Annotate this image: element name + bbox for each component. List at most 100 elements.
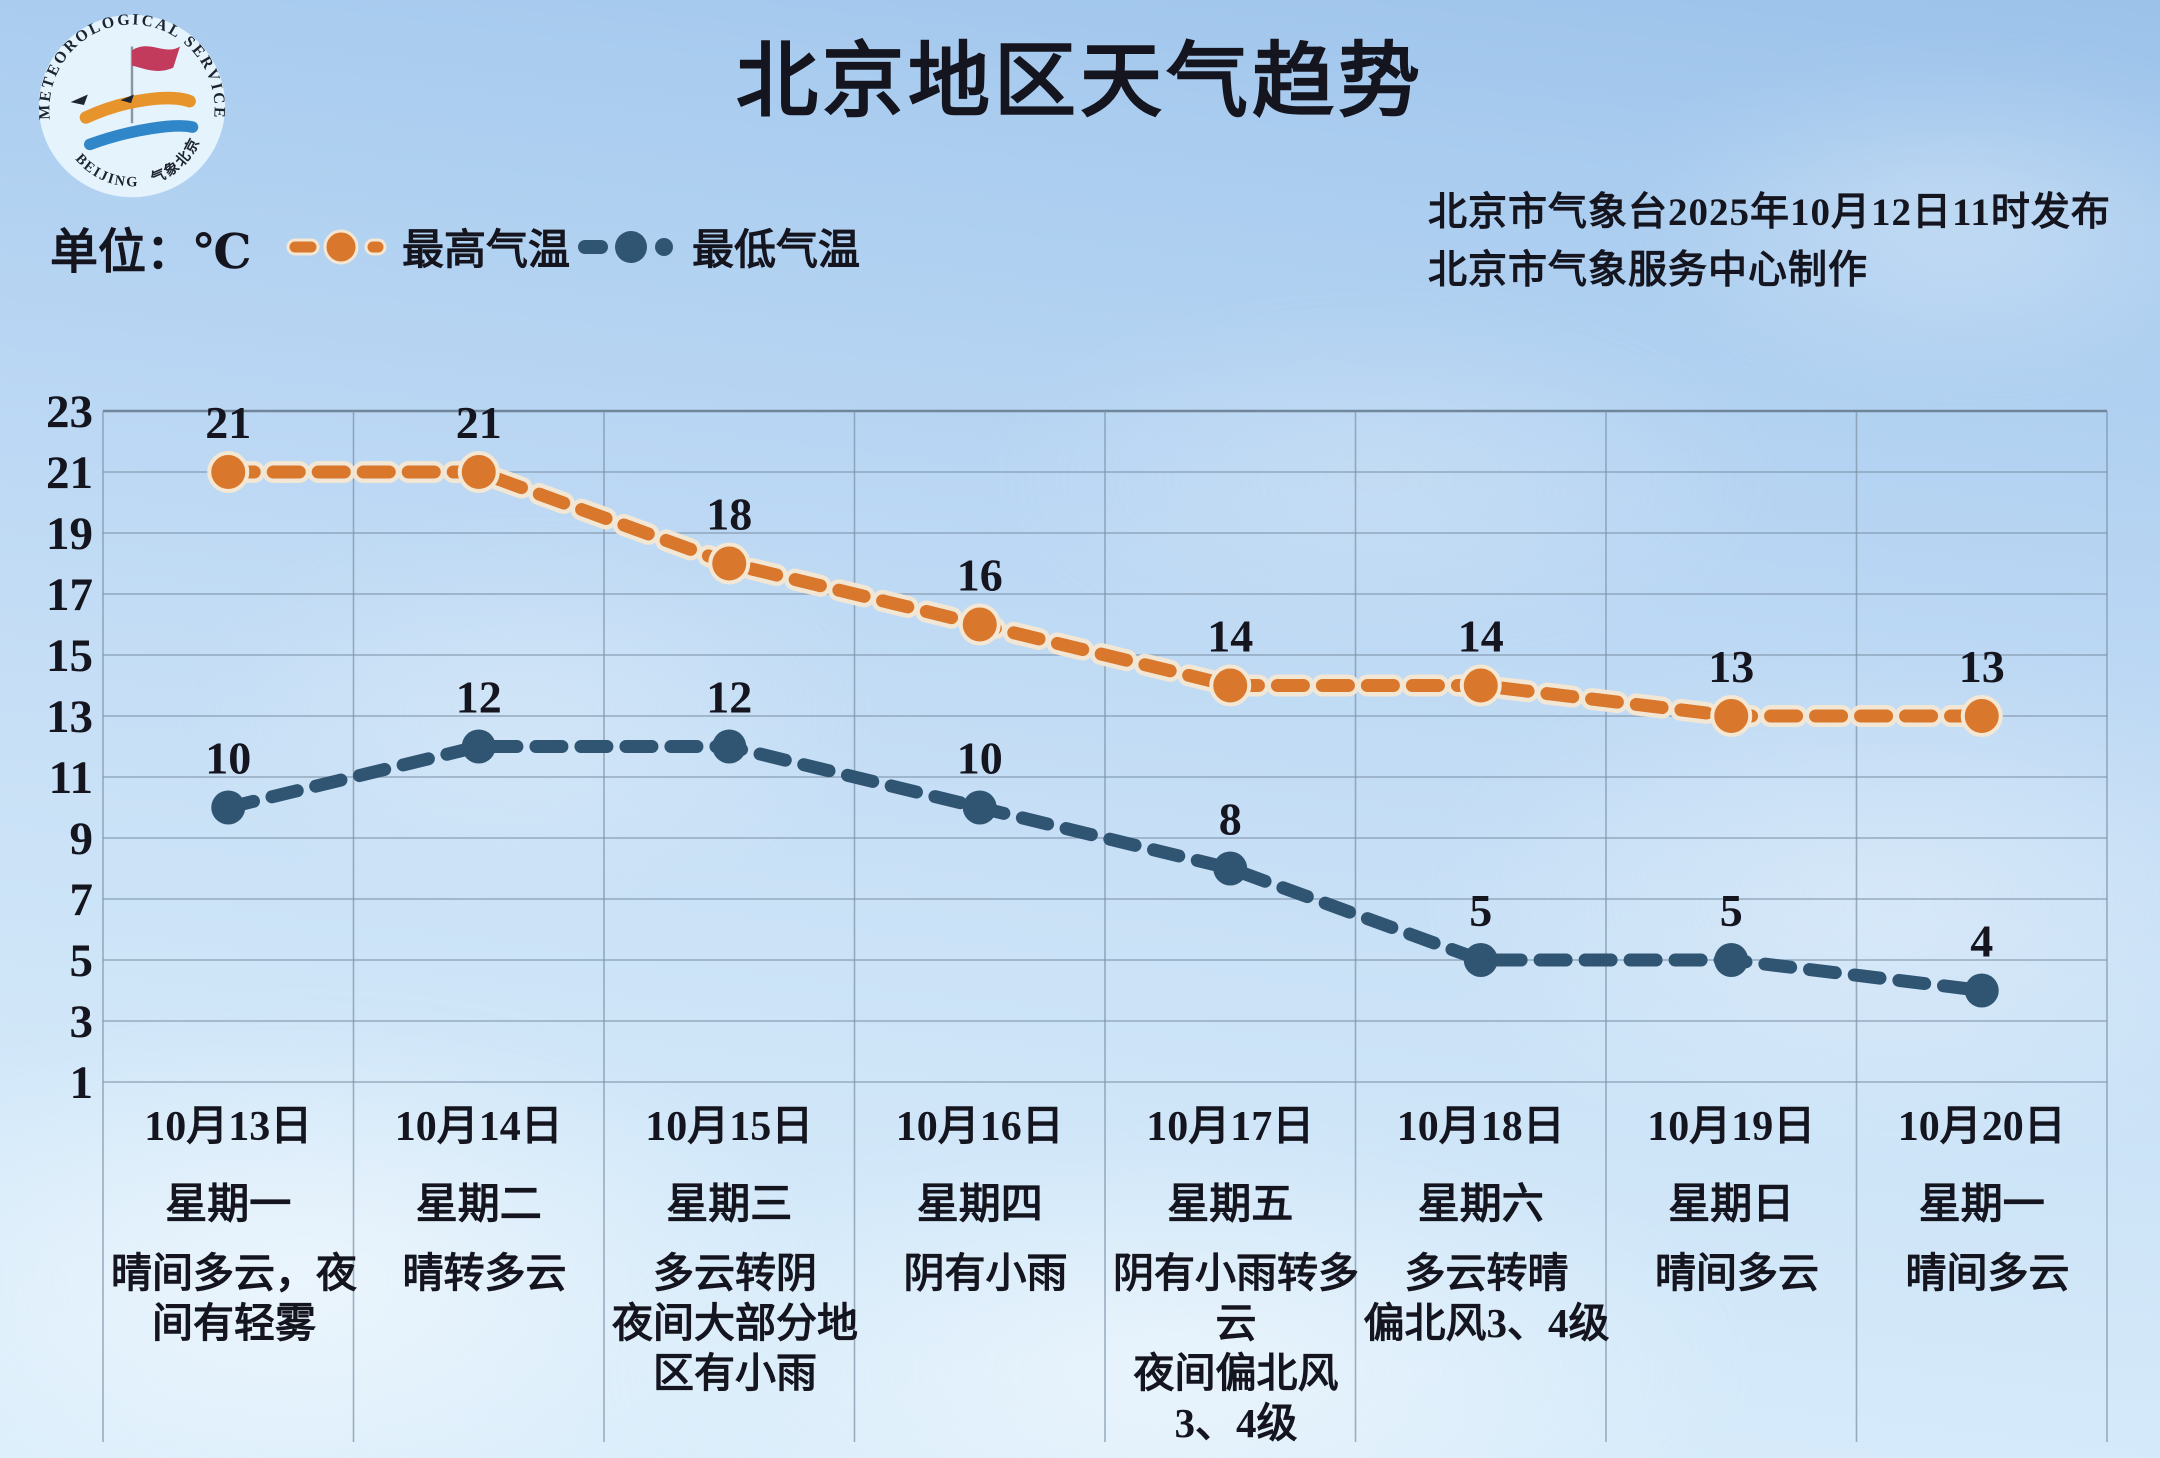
weekday-label: 星期六 [1417,1182,1544,1228]
cloud-decoration [1620,60,2160,390]
y-axis-tick-label: 1 [70,1057,94,1109]
data-point-label: 4 [1970,916,1993,967]
data-point-marker [712,729,747,764]
legend-label-low: 最低气温 [692,228,861,274]
data-point-label: 14 [1458,611,1504,662]
date-label: 10月16日 [895,1104,1064,1150]
date-label: 10月13日 [144,1104,313,1150]
legend-item-high-temp: 最高气温 [286,216,570,277]
y-axis-tick-label: 17 [46,569,93,621]
weekday-label: 星期四 [916,1182,1043,1228]
data-point-marker [1209,664,1252,707]
logo-orange-swoosh [79,91,196,124]
logo-bird-icon [70,94,88,106]
logo-blue-swoosh [83,120,199,151]
high-temp-line-sample-icon [286,229,387,264]
day-column: 10月16日 星期四阴有小雨 [855,1098,1106,1448]
date-label: 10月17日 [1146,1104,1315,1150]
date-label: 10月18日 [1396,1104,1565,1150]
legend-item-low-temp: 最低气温 [576,216,860,277]
date-label: 10月19日 [1647,1104,1816,1150]
weather-label: 阴有小雨 [903,1250,1068,1296]
temp-line [221,740,1989,997]
day-column: 10月20日 星期一晴间多云 [1857,1098,2108,1448]
day-column: 10月19日 星期日晴间多云 [1606,1098,1857,1448]
weekday-label: 星期二 [415,1182,542,1228]
date-label: 10月20日 [1897,1104,2066,1150]
weekday-label: 星期三 [666,1182,793,1228]
weather-label: 晴间多云，夜间有轻雾 [111,1250,357,1346]
data-point-marker [1714,943,1749,977]
weather-label: 阴有小雨转多云 夜间偏北风3、4级 [1113,1250,1359,1446]
cloud-decoration [180,520,880,900]
data-point-marker [1213,851,1248,886]
y-axis-tick-label: 3 [70,996,94,1048]
data-point-marker [207,451,250,493]
data-point-label: 16 [957,550,1003,601]
weather-label: 晴间多云 [1655,1250,1819,1296]
weather-label: 多云转晴 偏北风3、4级 [1363,1250,1610,1346]
y-axis-tick-label: 15 [46,630,93,682]
issue-line-2: 北京市气象服务中心制作 [1428,249,1869,292]
weekday-label: 星期一 [1918,1182,2045,1228]
low-temp-line-sample-icon [578,230,673,263]
data-point-label: 8 [1219,794,1242,845]
date-label: 10月14日 [394,1104,563,1150]
data-point-marker [211,790,246,825]
weekday-label: 星期五 [1167,1182,1294,1228]
y-axis-tick-label: 19 [46,508,93,560]
data-point-marker [1964,973,1999,1008]
weather-label: 晴间多云 [1905,1250,2070,1296]
data-point-marker [1463,943,1498,977]
y-axis-tick-label: 9 [70,813,94,865]
day-column: 10月17日 星期五阴有小雨转多云 夜间偏北风3、4级 [1105,1098,1359,1448]
data-point-marker [457,451,500,493]
date-label: 10月15日 [645,1104,814,1150]
weather-label: 晴转多云 [402,1250,567,1296]
data-point-marker [958,603,1001,646]
y-axis-tick-label: 21 [46,447,93,499]
beijing-meteorological-service-logo: METEOROLOGICAL SERVICE BEIJING 气象北京 [36,11,225,198]
data-point-label: 5 [1469,885,1492,936]
temp-line [221,465,1989,723]
day-columns: 10月13日 星期一 晴间多云，夜间有轻雾 10月14日 星期二 晴转多云 10月15日 星期… [103,1098,2107,1448]
data-point-label: 5 [1720,885,1743,936]
unit-label: 单位：℃ [50,226,252,279]
y-axis-tick-label: 13 [46,691,93,743]
data-point-label: 12 [706,672,752,723]
data-point-label: 21 [456,397,502,448]
weather-label: 多云转阴 夜间大部分地区有小雨 [612,1250,858,1396]
weekday-label: 星期日 [1668,1182,1795,1228]
day-column: 10月13日 星期一晴间多云，夜间有轻雾 [103,1098,357,1448]
data-point-marker [1960,695,2003,737]
y-axis-tick-label: 11 [49,752,93,804]
day-column: 10月15日 星期三多云转阴 夜间大部分地区有小雨 [604,1098,858,1448]
data-point-marker [708,542,751,585]
data-point-label: 13 [1708,641,1754,692]
data-point-label: 18 [706,489,752,540]
y-axis-tick-label: 5 [70,935,94,987]
data-point-marker [461,729,496,764]
legend-label-high: 最高气温 [402,228,571,274]
y-axis-tick-label: 7 [70,874,94,926]
data-point-marker [1710,695,1753,737]
weekday-label: 星期一 [165,1182,292,1228]
data-point-label: 10 [957,733,1003,784]
day-column: 10月18日 星期六多云转晴 偏北风3、4级 [1356,1098,1610,1448]
y-axis-tick-label: 23 [46,386,93,438]
issue-info: 北京市气象台2025年10月12日11时发布 北京市气象服务中心制作 [1428,184,2111,300]
data-point-marker [1459,664,1502,707]
logo-red-flag [132,46,180,71]
data-point-label: 14 [1207,611,1253,662]
issue-line-1: 北京市气象台2025年10月12日11时发布 [1428,191,2111,234]
page-title: 北京地区天气趋势 [735,36,1424,127]
data-point-label: 12 [456,672,502,723]
data-point-label: 10 [205,733,251,784]
cloud-decoration [980,300,1780,660]
day-column: 10月14日 星期二晴转多云 [354,1098,605,1448]
data-point-marker [962,790,997,825]
data-point-label: 13 [1959,641,2005,692]
data-point-label: 21 [205,397,251,448]
